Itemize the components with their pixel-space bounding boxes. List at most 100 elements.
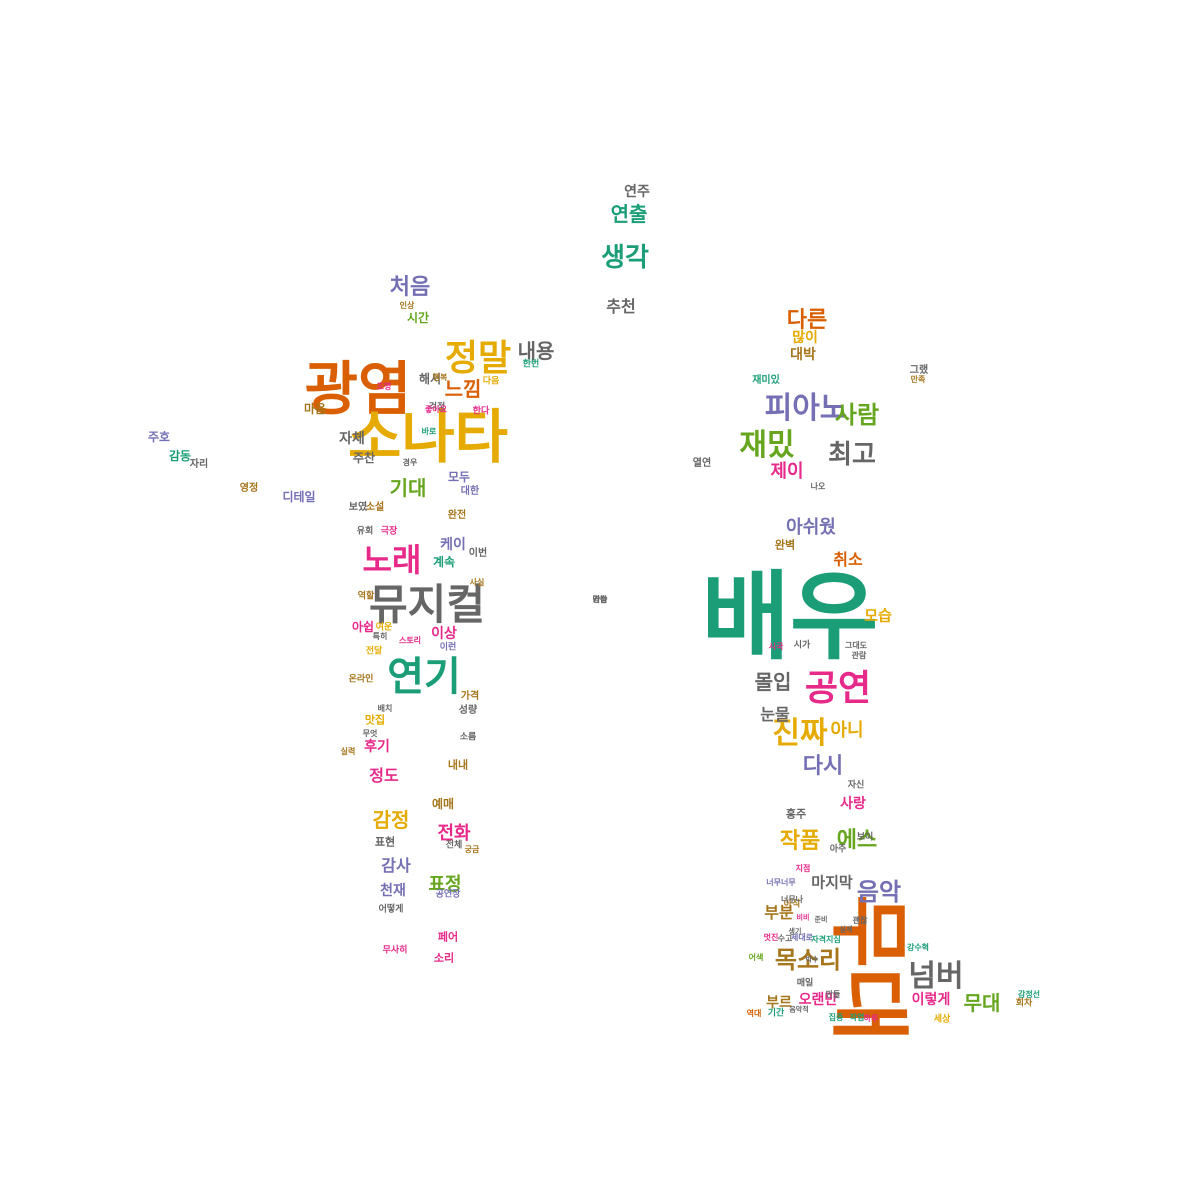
cloud-word: 목소리 [774, 946, 842, 974]
cloud-word: 한다 [472, 406, 490, 417]
cloud-word: 음악 [856, 878, 902, 906]
cloud-word: 이상 [431, 626, 457, 642]
cloud-word: 한번 [522, 359, 540, 370]
cloud-word: 만족 [910, 375, 926, 384]
cloud-word: 세상 [933, 1014, 951, 1025]
cloud-word: 무엇 [362, 729, 378, 738]
cloud-word: 소리 [433, 951, 455, 965]
cloud-word: 전체 [445, 840, 463, 851]
cloud-word: 마지막 [811, 873, 853, 892]
cloud-word: 여운 [375, 622, 393, 633]
cloud-word: 디테일 [282, 490, 316, 504]
cloud-word: 노래 [362, 541, 422, 579]
cloud-word: 재미있 [752, 375, 780, 386]
cloud-word: 어떻게 [378, 904, 404, 915]
cloud-word: 연습 [592, 595, 608, 604]
cloud-word: 보이 [856, 832, 874, 843]
cloud-word: 실제 [839, 925, 853, 934]
cloud-word: 성량 [458, 705, 478, 716]
cloud-word: 페어 [437, 930, 459, 944]
cloud-word: 괜찮 [852, 916, 868, 925]
cloud-word: 전화 [437, 823, 471, 844]
cloud-word: 작품 [779, 829, 821, 854]
cloud-word: 유회 [356, 526, 374, 537]
cloud-word: 지점 [795, 864, 811, 873]
cloud-word: 음악적 [789, 1005, 809, 1014]
cloud-word: 내용 [517, 339, 555, 363]
cloud-word: 가격 [460, 691, 480, 702]
cloud-word: 사랑 [840, 796, 866, 812]
cloud-word: 어색 [748, 953, 764, 962]
cloud-word: 넘버 [908, 959, 964, 994]
cloud-word: 완벽 [774, 538, 796, 552]
cloud-word: 시가 [793, 640, 811, 651]
cloud-word: 회차 [1015, 998, 1033, 1009]
cloud-word: 배우 [701, 561, 879, 673]
cloud-word: 자리 [189, 459, 209, 470]
cloud-word: 연기 [387, 654, 461, 700]
cloud-word: 완전 [447, 510, 467, 521]
cloud-word: 제이 [770, 461, 804, 482]
cloud-word: 조명 [376, 382, 392, 391]
cloud-word: 처음 [389, 275, 431, 300]
cloud-word: 특히 [372, 632, 388, 641]
cloud-word: 너무나 [780, 895, 804, 904]
cloud-word: 감정 [372, 808, 410, 832]
cloud-word: 광염 [304, 355, 412, 423]
cloud-word: 보였 [348, 502, 368, 513]
cloud-word: 온라인 [348, 674, 374, 685]
cloud-word: 멋진 [763, 933, 779, 942]
cloud-word: 후기 [364, 739, 390, 755]
cloud-word: 주호 [147, 430, 171, 444]
cloud-word: 공연 [804, 668, 872, 709]
cloud-word: 부분 [764, 903, 794, 922]
cloud-word: 준비 [814, 915, 828, 924]
cloud-word: 다른 [786, 308, 828, 333]
cloud-word: 모습 [864, 606, 892, 625]
cloud-word: 시간 [406, 311, 430, 325]
cloud-word: 많이 [792, 330, 818, 346]
cloud-word: 이런 [439, 642, 457, 653]
cloud-word: 경우 [402, 458, 418, 467]
cloud-word: 무사히 [382, 945, 408, 956]
cloud-word: 에스 [836, 828, 878, 853]
cloud-word: 연출 [610, 202, 648, 226]
cloud-word: 자격지심 [811, 935, 841, 944]
cloud-word: 몰입 [754, 670, 792, 694]
cloud-word: 생기 [788, 927, 802, 936]
cloud-word: 케이 [440, 537, 466, 553]
cloud-word: 아니 [830, 720, 864, 741]
cloud-word: 감탄 [592, 595, 608, 604]
cloud-word: 느낌 [444, 377, 482, 401]
cloud-word: 연주 [624, 184, 650, 200]
cloud-word: 정말 [444, 338, 512, 379]
cloud-word: 제대로 [790, 933, 814, 942]
cloud-word: 아쉽 [351, 620, 375, 634]
cloud-word: 감사 [381, 856, 411, 875]
cloud-word: 관람 [851, 651, 867, 660]
cloud-word: 행복 [432, 373, 448, 382]
cloud-word: 최고 [828, 440, 876, 470]
cloud-word: 인상 [399, 301, 415, 310]
cloud-word: 아주 [829, 844, 847, 855]
cloud-word: 피아노 [764, 391, 848, 426]
cloud-word: 해서 [418, 372, 442, 386]
cloud-word: 계속 [432, 555, 456, 569]
cloud-word: 사실 [469, 578, 485, 587]
cloud-word: 역대 [746, 1009, 762, 1018]
cloud-word: 이렇게 [911, 992, 951, 1008]
cloud-word: 재밌 [739, 428, 795, 463]
cloud-word: 강수혁 [906, 943, 930, 952]
cloud-word: 스토리 [398, 636, 422, 645]
cloud-word: 시국 [768, 642, 784, 651]
cloud-word: 궁금 [464, 845, 480, 854]
cloud-word: 생각 [601, 243, 649, 273]
cloud-word: 모두 [447, 470, 471, 484]
cloud-word: 전달 [365, 646, 383, 657]
cloud-word: 표현 [374, 835, 396, 849]
cloud-word: 오랜만 [798, 992, 838, 1008]
cloud-word: 소름 [459, 732, 477, 743]
cloud-word: 수고 [777, 934, 793, 943]
cloud-word: 뮤지컬 [369, 580, 485, 629]
cloud-word: 집중 [828, 1013, 844, 1022]
